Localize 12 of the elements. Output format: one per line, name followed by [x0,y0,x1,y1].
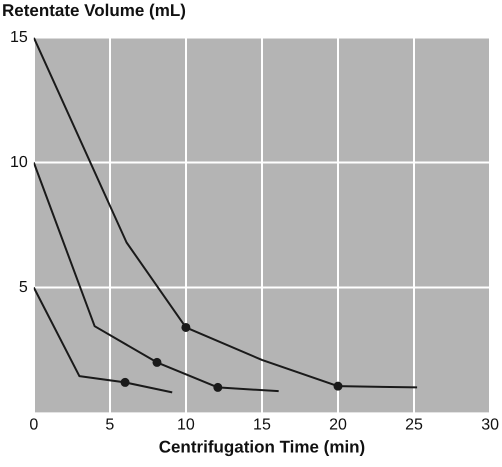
x-tick-label: 30 [481,416,500,434]
x-tick-label: 25 [405,416,424,434]
y-tick-label: 5 [18,278,28,296]
x-tick-label: 0 [29,416,38,434]
x-tick-label: 20 [329,416,347,434]
x-tick-label: 10 [177,416,195,434]
x-tick-label: 5 [105,416,114,434]
y-tick-label: 10 [10,154,28,171]
y-tick-label: 15 [10,29,28,46]
y-axis-title: Retentate Volume (mL) [1,0,187,22]
x-tick-label: 15 [253,416,271,434]
x-axis-title: Centrifugation Time (min) [158,437,366,456]
